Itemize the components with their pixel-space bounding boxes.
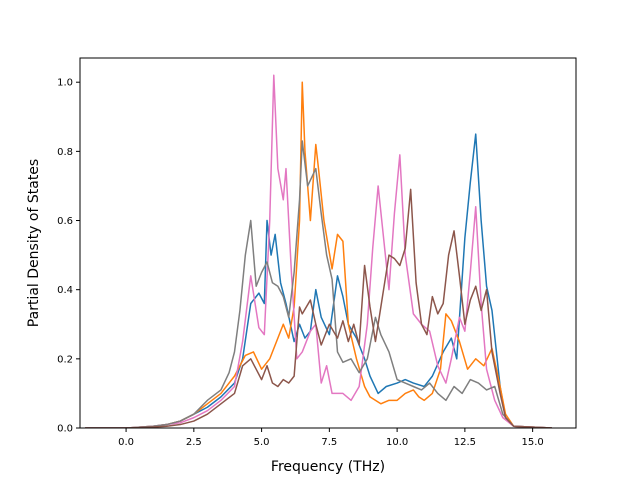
y-tick-label: 0.4 xyxy=(57,285,73,296)
series-line-4 xyxy=(84,140,553,428)
x-tick-label: 5.0 xyxy=(254,437,270,448)
x-tick-label: 10.0 xyxy=(386,437,408,448)
x-axis-ticks: 0.0 2.5 5.0 7.5 10.0 12.5 15.0 xyxy=(118,428,544,448)
series-line-5 xyxy=(84,188,553,428)
x-tick-label: 2.5 xyxy=(186,437,202,448)
x-axis-label: Frequency (THz) xyxy=(271,459,385,475)
y-tick-label: 1.0 xyxy=(57,78,73,89)
y-tick-label: 0.2 xyxy=(57,354,73,365)
x-tick-label: 7.5 xyxy=(321,437,337,448)
series-layer xyxy=(84,74,553,428)
series-line-3 xyxy=(84,74,553,428)
x-tick-label: 15.0 xyxy=(522,437,544,448)
y-tick-label: 0.8 xyxy=(57,147,73,158)
y-axis-ticks: 0.0 0.2 0.4 0.6 0.8 1.0 xyxy=(57,78,80,435)
x-tick-label: 12.5 xyxy=(454,437,476,448)
plot-frame xyxy=(79,57,577,429)
x-tick-label: 0.0 xyxy=(118,437,134,448)
y-tick-label: 0.6 xyxy=(57,216,73,227)
y-axis-label: Partial Density of States xyxy=(26,159,42,327)
y-tick-label: 0.0 xyxy=(57,424,73,435)
